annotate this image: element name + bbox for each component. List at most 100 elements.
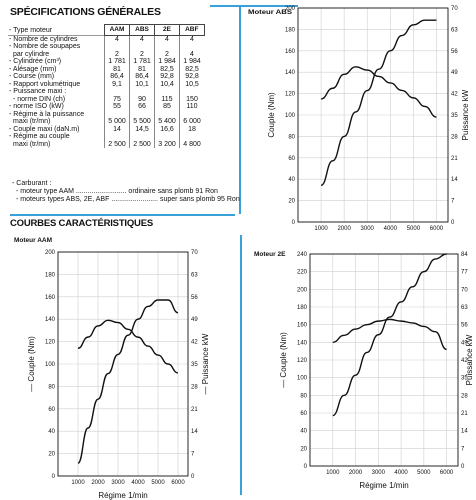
y2-tick-label: 42 bbox=[461, 358, 468, 364]
spec-row: - Régime à la puissance maxi (tr/mn) 5 000… bbox=[8, 110, 204, 126]
y2-tick-label: 70 bbox=[451, 6, 458, 12]
spec-row: - Couple maxi (daN.m) 14 14,5 16,6 18 bbox=[8, 125, 204, 133]
spec-value: 4 bbox=[104, 34, 130, 43]
spec-value: 2 bbox=[154, 43, 180, 58]
column-divider bbox=[239, 6, 241, 214]
spec-label-text: - Régime au couple bbox=[9, 133, 70, 140]
y2-tick-label: 7 bbox=[461, 446, 465, 452]
specs-table: - Type moteur AAM ABS 2E ABF - Nombre de… bbox=[8, 24, 205, 148]
spec-row: - Course (mm) 86,4 86,4 92,8 92,8 bbox=[8, 73, 204, 81]
spec-label: - Puissance maxi :- norme DIN (ch) bbox=[8, 88, 105, 103]
spec-value: 4 800 bbox=[179, 133, 204, 148]
y2-tick-label: 49 bbox=[451, 70, 458, 76]
x-tick-label: 1000 bbox=[314, 226, 328, 232]
y2-tick-label: 56 bbox=[451, 49, 458, 55]
y-tick-label: 60 bbox=[48, 407, 55, 413]
spec-label-text: - norme DIN (ch) bbox=[13, 95, 66, 103]
y-tick-label: 100 bbox=[297, 376, 308, 382]
torque-curve bbox=[320, 66, 437, 118]
x-tick-label: 3000 bbox=[372, 470, 386, 476]
y-tick-label: 180 bbox=[45, 272, 56, 278]
x-tick-label: 4000 bbox=[384, 226, 398, 232]
carburant-title: - Carburant : bbox=[12, 180, 52, 187]
spec-label-text: par cylindre bbox=[13, 50, 50, 58]
spec-label: - Nombre de cylindres bbox=[8, 34, 105, 43]
spec-label: - Nombre de soupapes par cylindre bbox=[8, 43, 105, 58]
x-tick-label: 6000 bbox=[430, 226, 444, 232]
y-tick-label: 20 bbox=[300, 446, 307, 452]
spec-row: - norme ISO (kW) 55 66 85 110 bbox=[8, 103, 204, 111]
y-tick-label: 80 bbox=[288, 134, 295, 140]
grid bbox=[58, 251, 188, 477]
col-header: AAM bbox=[104, 24, 130, 36]
spec-value: 4 bbox=[154, 34, 180, 43]
spec-row: - Nombre de cylindres 4 4 4 4 bbox=[8, 34, 204, 43]
grid bbox=[310, 253, 458, 467]
spec-value: 10,5 bbox=[179, 80, 204, 88]
chart-moteur-aam: 0204060801001201401601802000714212835424… bbox=[14, 237, 210, 500]
y2-tick-label: 0 bbox=[451, 220, 455, 226]
y-axis-label: Couple (Nm) bbox=[267, 92, 276, 138]
power-curve bbox=[77, 299, 179, 464]
x-tick-label: 5000 bbox=[417, 470, 431, 476]
x-tick-label: 5000 bbox=[151, 480, 165, 486]
spec-value: 82,5 bbox=[179, 65, 204, 73]
spec-value: 4 bbox=[129, 34, 155, 43]
spec-value: 2 500 bbox=[129, 133, 155, 148]
section-rule bbox=[10, 214, 235, 216]
spec-label-text: - Alésage (mm) bbox=[9, 65, 57, 73]
x-tick-label: 3000 bbox=[361, 226, 375, 232]
spec-value: 1 781 bbox=[129, 58, 155, 66]
spec-value: 85 bbox=[154, 103, 180, 111]
type-label: - Type moteur bbox=[9, 27, 53, 34]
x-tick-label: 2000 bbox=[91, 480, 105, 486]
spec-value: 14 bbox=[104, 125, 130, 133]
spec-value: 9,1 bbox=[104, 80, 130, 88]
col-header: 2E bbox=[154, 24, 180, 36]
y2-tick-label: 56 bbox=[191, 295, 198, 301]
y2-tick-label: 35 bbox=[451, 113, 458, 119]
y2-tick-label: 42 bbox=[451, 92, 458, 98]
y2-tick-label: 0 bbox=[461, 464, 465, 470]
spec-value: 110 bbox=[179, 103, 204, 111]
spec-value: 5 500 bbox=[129, 110, 155, 126]
spec-label-text: - Nombre de cylindres bbox=[9, 35, 78, 43]
spec-label-text: - Course (mm) bbox=[9, 73, 55, 80]
courbes-title: COURBES CARACTÉRISTIQUES bbox=[10, 218, 153, 229]
spec-value: 86,4 bbox=[104, 73, 130, 81]
spec-value: 4 bbox=[179, 34, 204, 43]
plot-frame bbox=[57, 251, 189, 477]
chart-moteur-abs: 0204060801001201401601802000714212835424… bbox=[248, 6, 470, 232]
y-tick-label: 120 bbox=[297, 358, 308, 364]
spec-row: - Rapport volumétrique 9,1 10,1 10,4 10,5 bbox=[8, 80, 204, 88]
y-tick-label: 140 bbox=[285, 70, 296, 76]
spec-value: 1 781 bbox=[104, 58, 130, 66]
y-tick-label: 0 bbox=[304, 464, 308, 470]
y2-tick-label: 70 bbox=[461, 287, 468, 293]
power-curve bbox=[332, 253, 447, 417]
col-header: ABS bbox=[129, 24, 155, 36]
chart-title: Moteur ABS bbox=[248, 9, 293, 16]
y-tick-label: 40 bbox=[300, 429, 307, 435]
spec-value: 14,5 bbox=[129, 125, 155, 133]
y2-axis-label: Puissance kW bbox=[461, 89, 470, 140]
spec-value: 55 bbox=[104, 103, 130, 111]
y2-axis-label: — Puissance kW bbox=[201, 333, 210, 394]
carburant-line: - moteur type AAM ......................… bbox=[16, 188, 218, 195]
x-tick-label: 1000 bbox=[326, 470, 340, 476]
y2-tick-label: 35 bbox=[461, 376, 468, 382]
spec-value: 16,6 bbox=[154, 125, 180, 133]
y-tick-label: 160 bbox=[45, 295, 56, 301]
x-tick-label: 2000 bbox=[349, 470, 363, 476]
y2-tick-label: 49 bbox=[191, 317, 198, 323]
x-tick-label: 4000 bbox=[394, 470, 408, 476]
spec-label-text: - Régime à la puissance bbox=[9, 110, 85, 118]
y-tick-label: 20 bbox=[48, 452, 55, 458]
spec-value: 5 000 bbox=[104, 110, 130, 126]
y2-tick-label: 21 bbox=[191, 407, 198, 413]
spec-value: 1 984 bbox=[179, 58, 204, 66]
y-tick-label: 200 bbox=[297, 287, 308, 293]
spec-value: 150 bbox=[179, 88, 204, 103]
y2-tick-label: 14 bbox=[451, 177, 458, 183]
spec-label-text: - Puissance maxi : bbox=[9, 88, 67, 95]
